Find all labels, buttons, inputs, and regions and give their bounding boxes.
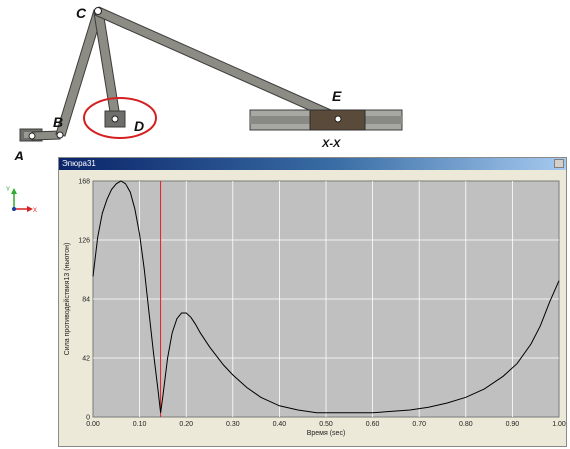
close-icon[interactable]: [554, 159, 564, 168]
x-axis-title: Время (sec): [307, 430, 346, 437]
grid-lines: [93, 181, 559, 417]
x-tick-label: 1.00: [552, 421, 566, 428]
y-tick-label: 126: [78, 238, 90, 245]
x-tick-label: 0.30: [226, 421, 240, 428]
label-c: C: [76, 5, 87, 21]
y-tick-label: 84: [82, 297, 90, 304]
link-ce: [94, 6, 341, 123]
y-tick-label: 168: [78, 179, 90, 186]
x-tick-label: 0.10: [133, 421, 147, 428]
y-axis-title: Сила противодействия13 (ньютон): [63, 243, 71, 356]
joint-e: [334, 115, 342, 123]
highlight-circle: [83, 97, 157, 139]
window-title: Эпюра31: [62, 159, 96, 168]
y-tick-label: 42: [82, 356, 90, 363]
window-titlebar[interactable]: Эпюра31: [59, 158, 566, 170]
x-tick-label: 0.20: [179, 421, 193, 428]
label-b: B: [53, 114, 63, 130]
plot-window[interactable]: Эпюра31 0.00 0.10 0.20 0.30 0.40 0.50 0.60 0.70…: [58, 157, 567, 447]
joint-c: [94, 7, 102, 15]
x-tick-label: 0.50: [319, 421, 333, 428]
force-chart: 0.00 0.10 0.20 0.30 0.40 0.50 0.60 0.70 0.80 0.90…: [63, 179, 566, 438]
axis-triad-icon: Y X: [6, 187, 37, 214]
y-tick-labels: 0 42 84 126 168: [78, 179, 90, 422]
x-tick-label: 0.60: [366, 421, 380, 428]
slider-section-label: X-X: [321, 138, 341, 150]
x-tick-label: 0.00: [86, 421, 100, 428]
slider-guide: [249, 109, 403, 131]
x-tick-label: 0.40: [273, 421, 287, 428]
x-tick-label: 0.80: [459, 421, 473, 428]
y-tick-label: 0: [86, 415, 90, 422]
joint-d: [111, 115, 119, 123]
x-tick-label: 0.90: [506, 421, 520, 428]
x-tick-label: 0.70: [412, 421, 426, 428]
label-e: E: [332, 88, 342, 104]
series-line: [92, 180, 560, 414]
triad-y-label: Y: [6, 187, 10, 193]
mechanism-diagram: A B C D E X-X: [13, 5, 403, 160]
joint-a: [28, 132, 36, 140]
x-tick-labels: 0.00 0.10 0.20 0.30 0.40 0.50 0.60 0.70 0.80 0.90…: [86, 421, 566, 428]
joint-b: [56, 131, 64, 139]
triad-x-label: X: [33, 208, 37, 214]
label-d: D: [134, 118, 144, 134]
label-a: A: [13, 148, 24, 160]
link-ab: [31, 130, 61, 141]
